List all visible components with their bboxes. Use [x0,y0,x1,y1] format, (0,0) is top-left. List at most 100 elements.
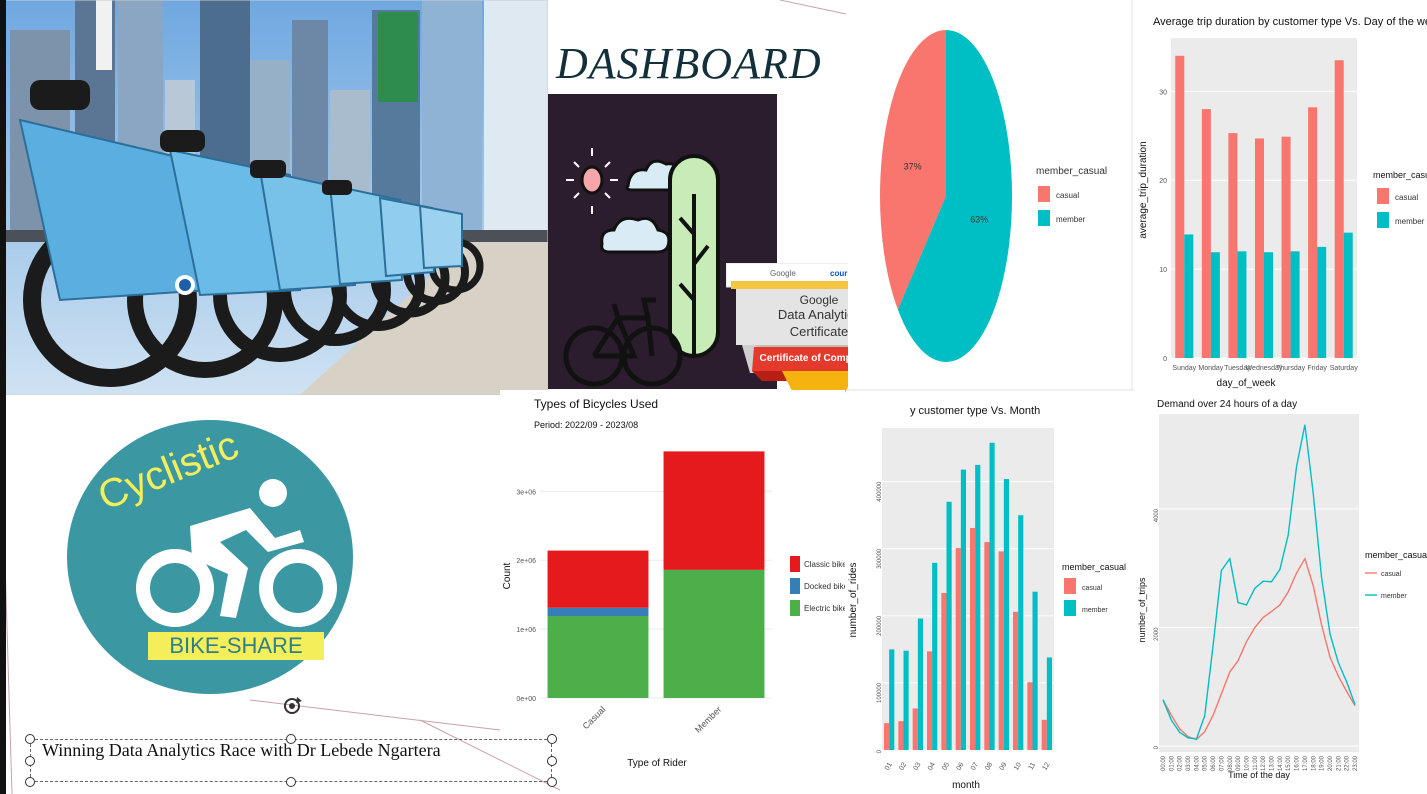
monthly-bar-member [975,464,981,750]
resize-handle-tr[interactable] [547,734,557,744]
duration-chart: Average trip duration by customer type V… [1138,16,1427,389]
hourly-xtick-label: 00:00 [1161,755,1167,771]
types-legend-key [790,556,800,572]
monthly-bar-member [946,501,952,750]
hourly-xtick-label: 12:00 [1261,755,1267,771]
monthly-bar-member [889,649,895,750]
hourly-xtick-label: 21:00 [1336,755,1342,771]
cyclistic-logo: Cyclistic BIKE-SHARE [60,418,360,698]
monthly-legend-title: member_casual [1062,562,1126,572]
types-chart-panel: Types of Bicycles Used Period: 2022/09 -… [500,390,845,794]
hourly-xtick-label: 01:00 [1169,755,1175,771]
types-chart-title: Types of Bicycles Used [534,397,658,411]
hourly-legend-label-member: member [1381,593,1407,600]
monthly-bar-member [960,469,966,750]
hourly-xtick-label: 10:00 [1244,755,1250,771]
duration-bar-member [1264,252,1274,358]
hourly-chart-ylabel: number_of_trips [1137,577,1147,643]
duration-ytick-label: 10 [1159,267,1167,274]
hourly-chart-xlabel: Time of the day [1228,770,1290,780]
monthly-xtick-label: 12 [1042,761,1052,771]
duration-bar-member [1290,251,1300,358]
monthly-legend-label-casual: casual [1082,585,1103,592]
hourly-xtick-label: 17:00 [1303,755,1309,771]
rotate-handle-icon[interactable] [281,695,303,717]
hourly-legend-title: member_casual [1365,550,1427,560]
duration-bar-member [1343,232,1353,358]
monthly-bar-member [903,650,909,750]
hourly-xtick-label: 11:00 [1253,755,1259,770]
certificate-issuer-google: Google [770,269,796,278]
monthly-legend-key-casual [1064,578,1076,594]
types-bar-segment [547,550,649,608]
monthly-bar-casual [1027,682,1033,750]
caption-text[interactable]: Winning Data Analytics Race with Dr Lebe… [42,740,441,760]
certificate-line3: Certificate [789,324,849,339]
duration-xtick-label: Wednesday [1246,365,1283,372]
pie-legend-label-casual: casual [1056,191,1079,200]
monthly-ytick-label: 400000 [877,481,883,502]
duration-chart-ylabel: average_trip_duration [1138,141,1149,238]
duration-bar-member [1210,252,1220,358]
resize-handle-tl[interactable] [25,734,35,744]
monthly-chart-xlabel: month [952,780,980,791]
pie-chart: member_casual 37% casual 63% member [880,30,1107,362]
dashboard-title: DASHBOARD [556,39,822,88]
duration-ytick-label: 30 [1159,89,1167,96]
monthly-bar-member [1018,515,1024,750]
hourly-xtick-label: 04:00 [1194,755,1200,771]
monthly-bar-casual [927,651,933,750]
duration-legend-label-casual: casual [1395,193,1418,202]
monthly-bar-casual [984,542,990,750]
hourly-legend-label-casual: casual [1381,571,1402,578]
pie-label-member: 63% [970,214,988,224]
monthly-bar-casual [898,721,904,750]
bike-station-photo [0,0,548,395]
monthly-ytick-label: 300000 [877,548,883,569]
monthly-xtick-label: 06 [956,761,966,771]
resize-handle-tm[interactable] [286,734,296,744]
pie-slice-casual [880,30,946,310]
pie-chart-panel: member_casual 37% casual 63% member [848,0,1132,390]
types-ytick-label: 1e+06 [516,627,536,634]
monthly-bar-casual [912,708,918,750]
duration-bar-casual [1201,109,1211,358]
types-bar-segment [663,569,765,698]
resize-handle-ml[interactable] [25,756,35,766]
monthly-bar-member [1046,657,1052,750]
monthly-chart-panel: y customer type Vs. Month month number_o… [846,390,1132,794]
duration-bar-casual [1281,136,1291,358]
monthly-bar-casual [884,723,890,750]
types-legend-label: Docked bike [804,582,845,591]
duration-ytick-label: 20 [1159,178,1167,185]
hourly-ytick-label: 4000 [1154,508,1160,522]
types-legend-label: Electric bike [804,604,845,613]
duration-bar-member [1237,251,1247,358]
hourly-xtick-label: 16:00 [1295,755,1301,771]
monthly-xtick-label: 11 [1028,761,1038,771]
monthly-xtick-label: 02 [898,761,908,771]
monthly-bar-member [989,442,995,750]
duration-xtick-label: Thursday [1276,365,1306,372]
types-ytick-label: 0e+00 [516,696,536,703]
hourly-xtick-label: 02:00 [1178,755,1184,771]
monthly-xtick-label: 04 [927,761,937,771]
types-legend-key [790,600,800,616]
duration-xtick-label: Monday [1198,365,1223,372]
resize-handle-br[interactable] [547,777,557,787]
monthly-bar-member [932,562,938,750]
hourly-xtick-label: 23:00 [1353,755,1359,771]
logo-tagline: BIKE-SHARE [169,633,303,658]
pie-legend-label-member: member [1056,215,1086,224]
monthly-chart: y customer type Vs. Month month number_o… [848,405,1126,791]
hourly-chart-title: Demand over 24 hours of a day [1157,399,1297,410]
monthly-bar-casual [941,593,947,750]
resize-handle-bl[interactable] [25,777,35,787]
hourly-xtick-label: 20:00 [1328,755,1334,771]
hourly-ytick-label: 2000 [1154,627,1160,641]
resize-handle-mr[interactable] [547,756,557,766]
hourly-chart: Demand over 24 hours of a day Time of th… [1137,399,1427,780]
monthly-ytick-label: 0 [877,749,883,753]
resize-handle-bm[interactable] [286,777,296,787]
